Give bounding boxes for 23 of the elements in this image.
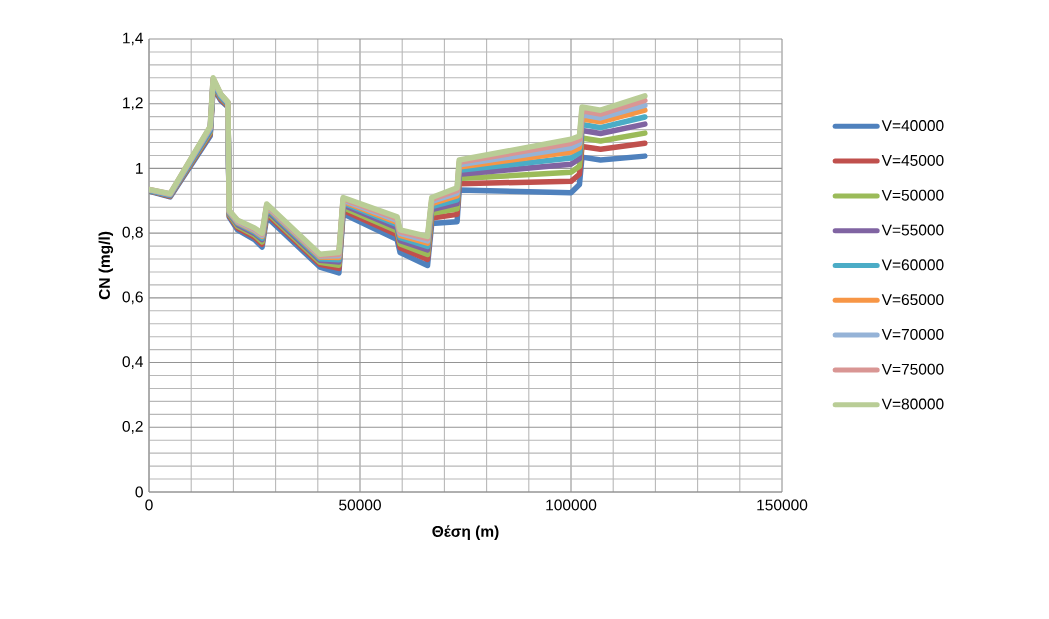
legend-label: V=70000: [881, 328, 944, 340]
legend-label: V=45000: [881, 154, 944, 166]
x-tick-label: 0: [145, 499, 153, 511]
y-axis-title: CN (mg/l): [98, 231, 114, 300]
y-tick-label: 1: [136, 163, 143, 174]
x-axis-title: Θέση (m): [432, 525, 499, 540]
legend-label: V=50000: [881, 189, 944, 201]
y-tick-label: 1,4: [123, 32, 144, 46]
y-tick-label: 0,8: [122, 226, 143, 240]
legend-label: V=55000: [881, 224, 944, 236]
legend-label: V=75000: [881, 363, 944, 375]
x-tick-label: 100000: [546, 499, 597, 511]
x-tick-label: 150000: [757, 499, 808, 511]
y-tick-label: 0,2: [122, 420, 143, 434]
legend-label: V=60000: [881, 259, 944, 271]
y-tick-label: 1,2: [123, 97, 143, 111]
y-tick-label: 0,4: [122, 356, 144, 369]
y-tick-label: 0: [135, 486, 143, 498]
x-tick-label: 50000: [339, 499, 381, 511]
legend-label: V=65000: [881, 294, 944, 306]
y-tick-label: 0,6: [122, 291, 143, 305]
legend-label: V=40000: [881, 120, 944, 132]
legend-label: V=80000: [881, 398, 944, 410]
